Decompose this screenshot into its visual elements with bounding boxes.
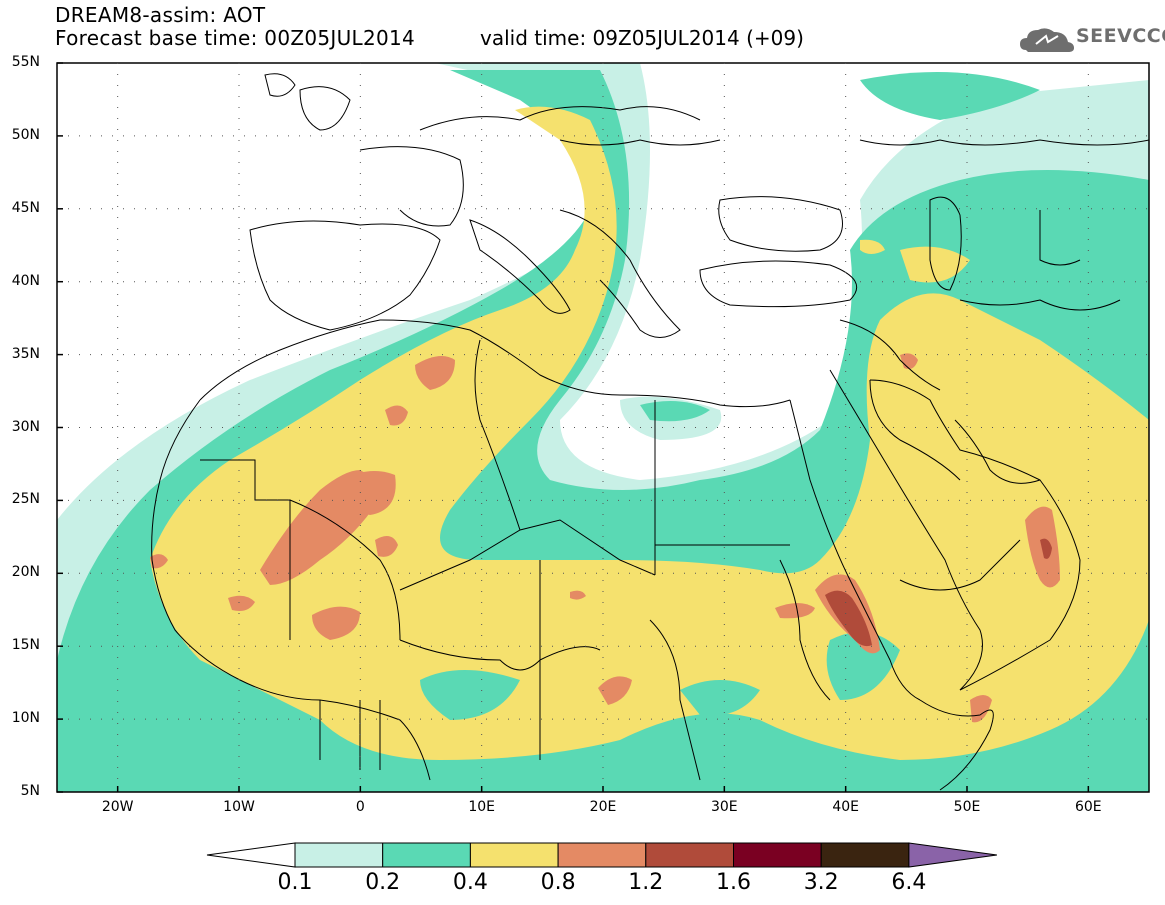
colorbar-level-label: 0.2 [365, 870, 401, 895]
lat-label: 50N [11, 126, 40, 143]
coastlines [151, 73, 1149, 791]
lat-label: 25N [11, 491, 40, 508]
lat-label: 40N [11, 272, 40, 289]
lon-label: 50E [953, 799, 981, 815]
colorbar-level-label: 1.6 [716, 870, 751, 895]
lat-label: 5N [20, 783, 40, 799]
colorbar-level-label: 1.2 [628, 870, 664, 895]
lat-label: 55N [11, 54, 40, 70]
colorbar-level-label: 0.8 [540, 870, 576, 895]
aot-0.4-region [150, 106, 1149, 760]
lat-label: 30N [11, 418, 40, 435]
lat-label: 15N [11, 637, 40, 654]
lon-label: 40E [832, 799, 859, 815]
colorbar-level-label: 3.2 [803, 870, 839, 895]
colorbar-level-label: 0.1 [277, 870, 313, 895]
colorbar-level-label: 0.4 [452, 870, 488, 895]
valid-time: valid time: 09Z05JUL2014 (+09) [480, 26, 804, 50]
lat-label: 20N [11, 564, 40, 581]
graticule [57, 63, 1149, 792]
lat-label: 35N [11, 345, 40, 362]
lon-label: 10E [468, 799, 495, 815]
aot-1.2-region [825, 538, 1052, 647]
lon-label: 60E [1074, 799, 1102, 815]
lat-label: 45N [11, 199, 40, 216]
lon-label: 20W [101, 799, 134, 815]
map-title: DREAM8-assim: AOT [55, 3, 266, 27]
forecast-base-time: Forecast base time: 00Z05JUL2014 [55, 26, 416, 50]
lon-label: 0 [355, 799, 365, 815]
lon-label: 20E [589, 799, 617, 815]
lat-label: 10N [11, 710, 40, 727]
colorbar-level-label: 6.4 [891, 870, 927, 895]
logo-text: SEEVCCC [1076, 25, 1165, 47]
cloud-logo-icon [1020, 28, 1074, 52]
axis-ticks [57, 62, 1090, 793]
lon-label: 30E [710, 799, 738, 815]
lon-label: 10W [223, 799, 255, 815]
